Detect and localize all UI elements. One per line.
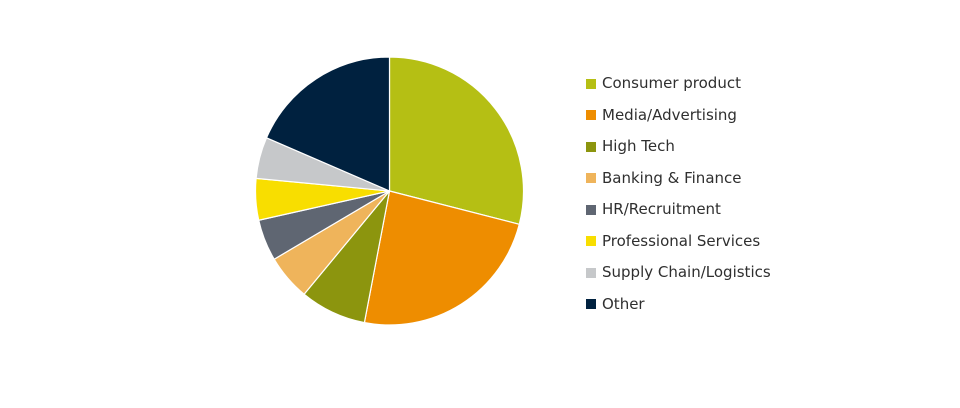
legend-item-banking-finance: Banking & Finance: [586, 163, 946, 195]
legend-item-high-tech: High Tech: [586, 131, 946, 163]
pie-slice-other: [265, 56, 391, 192]
legend-item-other: Other: [586, 289, 946, 321]
legend-swatch: [586, 267, 596, 278]
legend-label: Consumer product: [602, 74, 741, 93]
legend-item-consumer-product: Consumer product: [586, 68, 946, 100]
legend-label: Professional Services: [602, 231, 761, 250]
legend-swatch: [586, 204, 596, 215]
legend-swatch: [586, 236, 596, 247]
legend-swatch: [586, 141, 596, 152]
legend-label: Media/Advertising: [602, 105, 737, 124]
legend-swatch: [586, 78, 596, 89]
legend-item-hr-recruitment: HR/Recruitment: [586, 194, 946, 226]
legend-swatch: [586, 299, 596, 310]
legend-label: High Tech: [602, 137, 675, 156]
legend-swatch: [586, 110, 596, 121]
pie-slice-consumer-product: [388, 56, 525, 225]
legend-item-media-advertising: Media/Advertising: [586, 100, 946, 132]
legend-item-professional-services: Professional Services: [586, 226, 946, 258]
legend-swatch: [586, 173, 596, 184]
pie-slice-media-advertising: [363, 190, 520, 326]
chart-legend: Consumer product Media/Advertising High …: [586, 68, 946, 320]
legend-label: Supply Chain/Logistics: [602, 263, 771, 282]
legend-label: HR/Recruitment: [602, 200, 721, 219]
legend-item-supply-chain-logistics: Supply Chain/Logistics: [586, 257, 946, 289]
legend-label: Banking & Finance: [602, 168, 742, 187]
legend-label: Other: [602, 294, 645, 313]
